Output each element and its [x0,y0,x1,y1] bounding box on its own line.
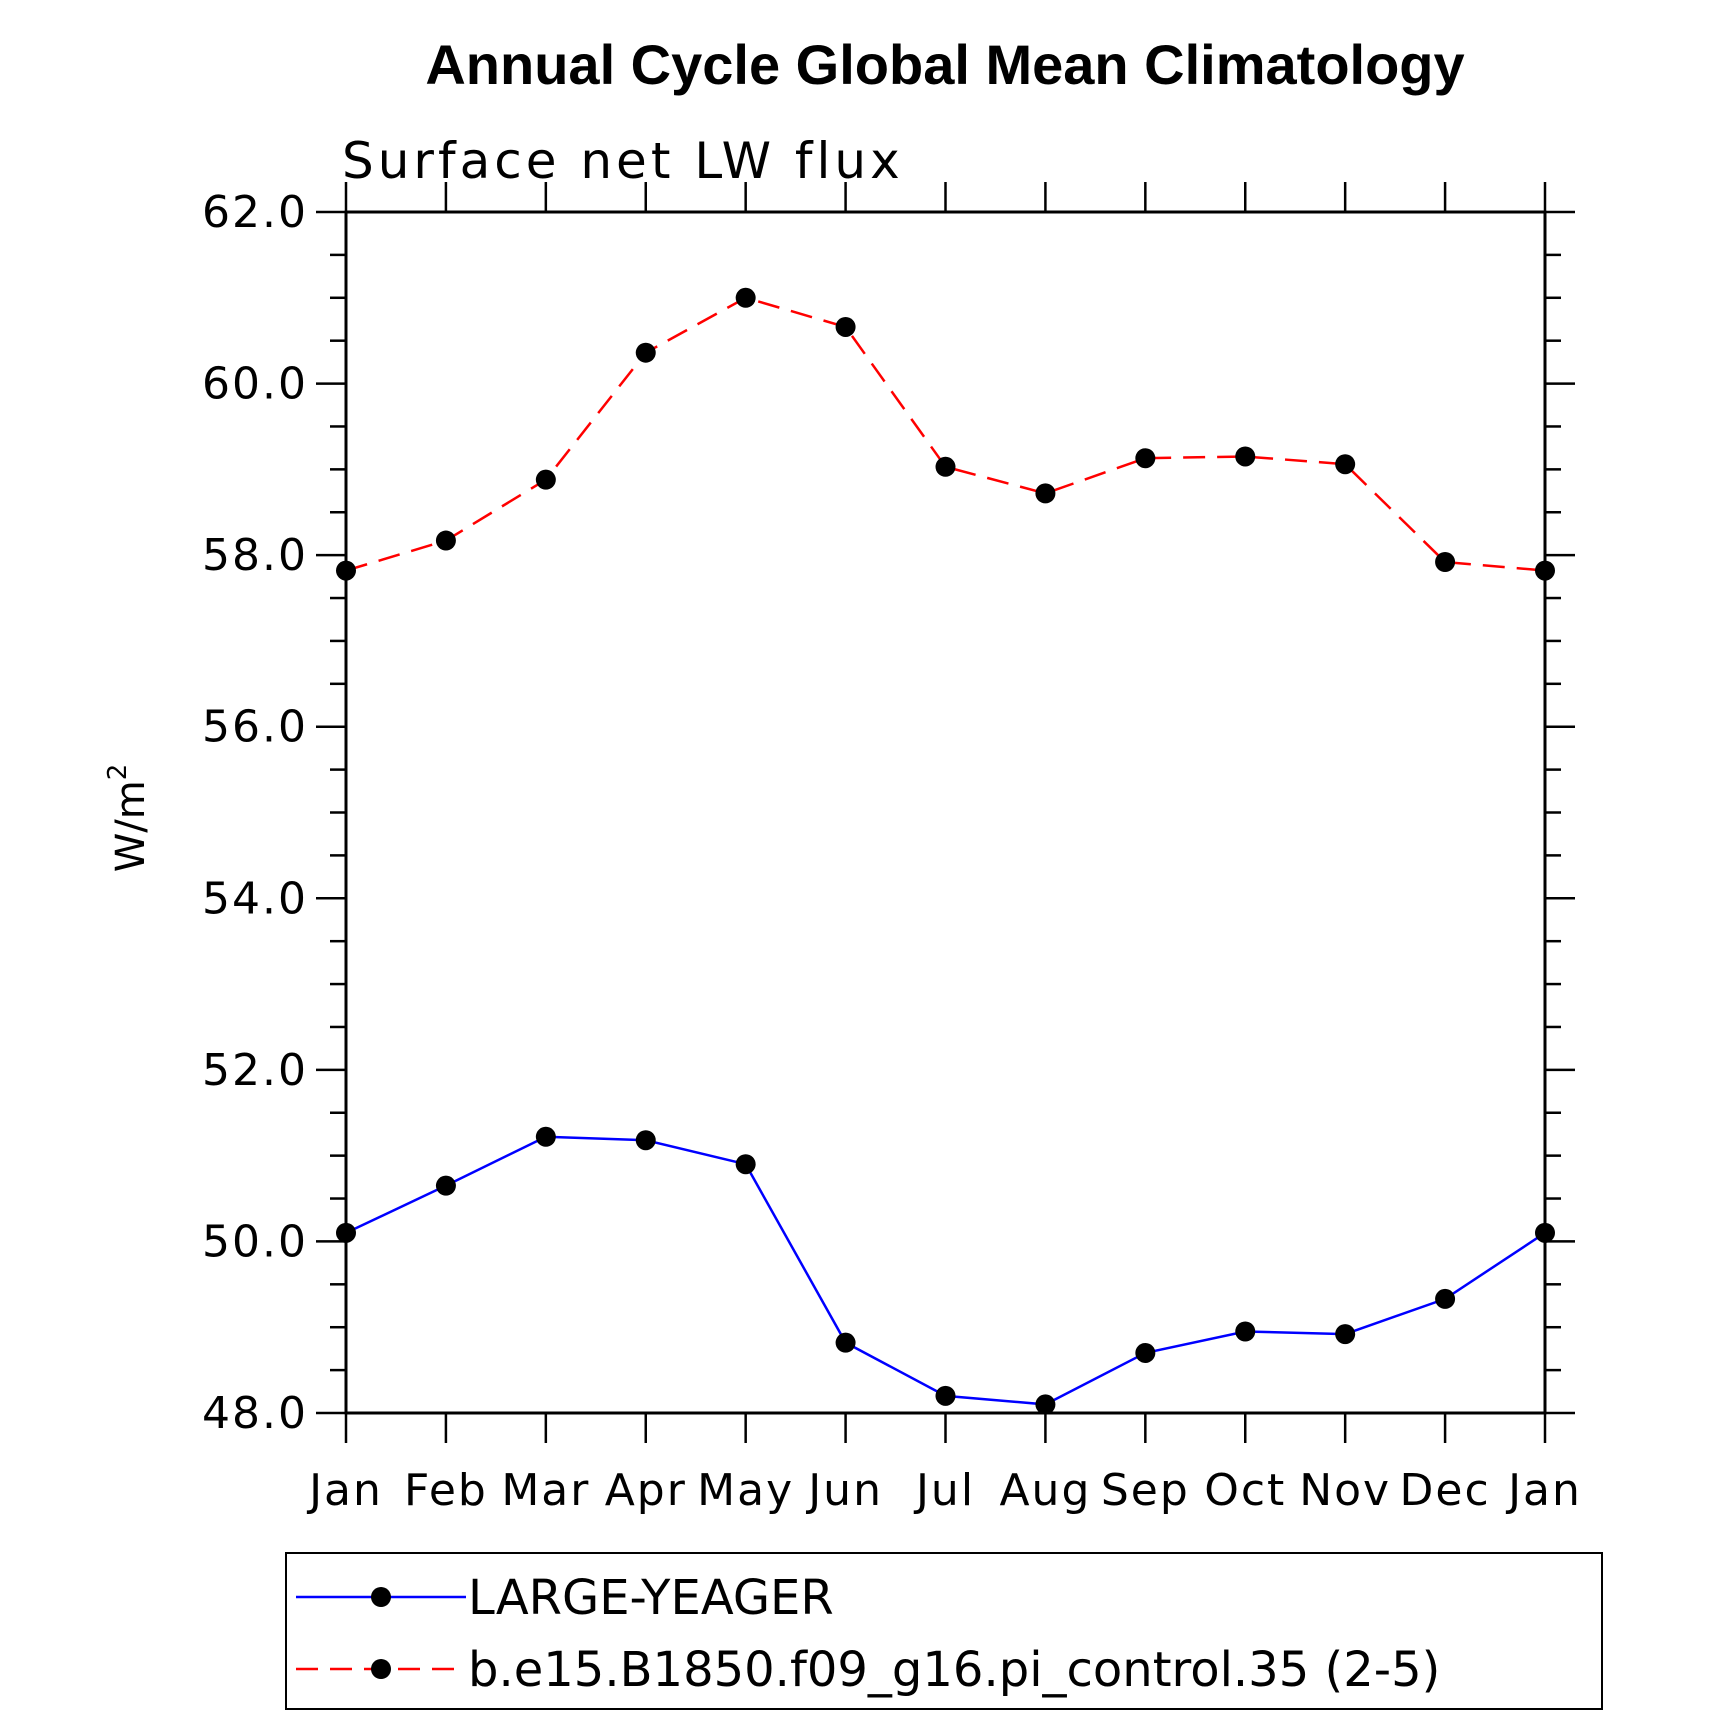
series-line-2 [345,296,1546,572]
series-2-point [635,342,656,363]
chart-title: Annual Cycle Global Mean Climatology [425,33,1464,96]
legend-marker-1 [371,1587,391,1607]
y-tick-label: 62.0 [202,187,308,238]
legend-box [285,1552,1603,1710]
series-2-point [1435,552,1456,573]
series-2-point [1035,483,1056,504]
series-1-point [835,1332,856,1353]
series-2-point [1135,448,1156,469]
series-1-point [535,1126,556,1147]
series-2-point [435,530,456,551]
series-1-point [735,1154,756,1175]
series-2-point [1335,454,1356,475]
legend-label-1: LARGE-YEAGER [468,1570,834,1626]
y-axis-label: W/m2 [103,764,154,873]
y-tick-label: 56.0 [202,702,308,753]
x-tick-label: Nov [1299,1465,1391,1516]
plot-frame [344,210,1547,1415]
x-tick-label: Jan [1505,1465,1582,1516]
x-tick-label: Mar [501,1465,590,1516]
y-tick-label: 60.0 [202,359,308,410]
series-1-point [635,1130,656,1151]
series-2-point [835,316,856,337]
x-tick-label: Dec [1400,1465,1491,1516]
series-layer [336,287,1555,1415]
y-tick-label: 48.0 [202,1388,308,1439]
series-1-point [935,1385,956,1406]
y-axis-label-superscript: 2 [103,764,133,781]
x-tick-label: Aug [999,1465,1091,1516]
series-1-point [1335,1324,1356,1345]
series-1-point [1135,1342,1156,1363]
x-tick-label: Sep [1101,1465,1190,1516]
x-tick-label: May [697,1465,794,1516]
legend-marker-2 [371,1659,391,1679]
series-1-point [336,1222,356,1243]
x-tick-label: Oct [1204,1465,1286,1516]
x-tick-label: Jul [913,1465,975,1516]
series-1-point [435,1175,456,1196]
series-2-point [735,287,756,308]
series-1-point [1035,1394,1056,1415]
chart-subtitle: Surface net LW flux [342,132,904,190]
series-2-point [935,456,956,477]
series-1-point [1435,1288,1456,1309]
x-tick-label: Jun [805,1465,883,1516]
series-2-point [1235,446,1256,467]
y-tick-label: 54.0 [202,873,308,924]
legend: LARGE-YEAGER b.e15.B1850.f09_g16.pi_contr… [285,1552,1603,1710]
series-2-point [535,469,556,490]
y-tick-label: 52.0 [202,1045,308,1096]
series-2-point [1535,560,1555,581]
x-tick-label: Feb [404,1465,488,1516]
x-tick-label: Jan [306,1465,383,1516]
series-1-point [1235,1321,1256,1342]
series-2-point [336,560,356,581]
y-tick-label: 58.0 [202,530,308,581]
series-1-point [1535,1222,1555,1243]
x-tick-label: Apr [605,1465,687,1516]
axes: 48.0 50.0 52.0 54.0 56.0 58.0 60.0 62.0 Jan Feb Ma… [202,182,1582,1516]
series-line-1 [345,1135,1546,1406]
y-axis-label-text: W/m [108,780,154,872]
legend-label-2: b.e15.B1850.f09_g16.pi_control.35 (2-5) [468,1642,1440,1698]
y-tick-label: 50.0 [202,1216,308,1267]
